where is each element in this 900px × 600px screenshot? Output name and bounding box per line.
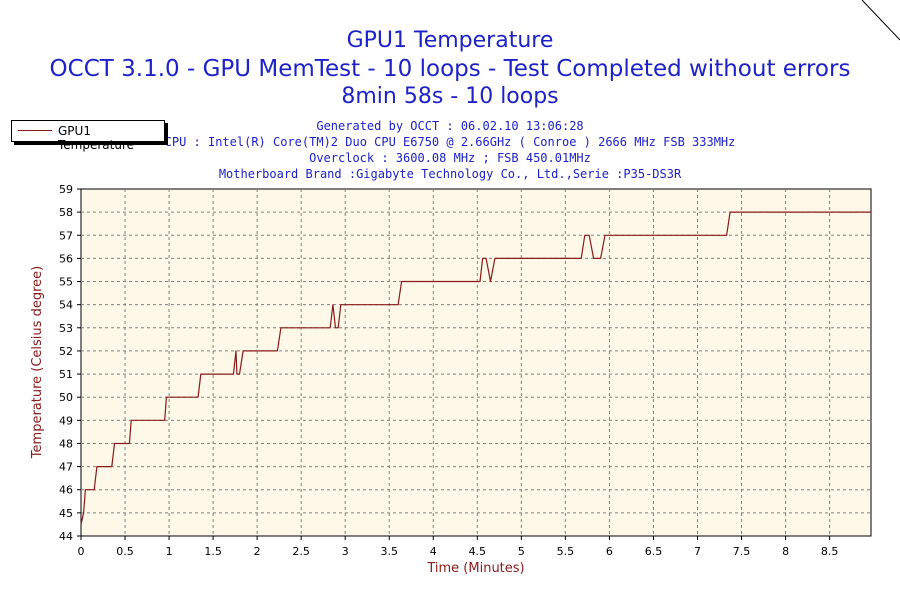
corner-mark [861,0,900,41]
x-axis-label: Time (Minutes) [426,561,524,576]
legend: GPU1 Temperature [11,120,165,152]
y-tick-label: 56 [59,252,73,265]
y-tick-label: 47 [59,461,73,474]
chart-title: GPU1 Temperature [346,28,554,53]
y-axis-label: Temperature (Celsius degree) [30,266,45,459]
x-tick-label: 6 [606,545,613,558]
x-tick-label: 1.5 [204,545,222,558]
x-tick-label: 8.5 [821,545,839,558]
legend-label: GPU1 Temperature [58,124,135,152]
chart-subtitle: OCCT 3.1.0 - GPU MemTest - 10 loops - Te… [49,56,851,82]
info-overclock: Overclock : 3600.08 MHz ; FSB 450.01MHz [309,151,591,165]
x-tick-label: 6.5 [645,545,663,558]
series-line-gpu1-temperature [80,211,871,525]
y-tick-label: 59 [59,183,73,196]
x-tick-label: 3.5 [380,545,398,558]
y-tick-label: 44 [59,530,73,543]
y-tick-label: 55 [59,276,73,289]
y-tick-label: 53 [59,322,73,335]
info-generated: Generated by OCCT : 06.02.10 13:06:28 [316,119,584,133]
x-tick-label: 3 [342,545,349,558]
y-axis: 44 45 46 47 48 49 50 51 52 53 54 55 56 57 58 59 [59,183,81,543]
info-motherboard: Motherboard Brand :Gigabyte Technology C… [218,167,682,181]
legend-swatch [18,130,52,131]
series-group [80,211,871,525]
x-tick-label: 1 [166,545,173,558]
y-tick-label: 45 [59,507,73,520]
y-tick-label: 54 [59,299,73,312]
chart-subtitle-duration: 8min 58s - 10 loops [341,84,559,109]
plot-area [80,188,872,537]
y-tick-label: 52 [59,345,73,358]
x-tick-label: 2 [254,545,261,558]
y-tick-label: 46 [59,484,73,497]
y-tick-label: 49 [59,414,73,427]
y-tick-label: 48 [59,437,73,450]
y-tick-label: 57 [59,229,73,242]
grid [81,189,871,536]
x-tick-label: 7 [694,545,701,558]
x-tick-label: 0.5 [116,545,134,558]
x-tick-label: 2.5 [292,545,310,558]
x-tick-label: 0 [78,545,85,558]
x-tick-label: 4.5 [469,545,487,558]
info-cpu: CPU : Intel(R) Core(TM)2 Duo CPU E6750 @… [164,135,736,149]
x-tick-label: 7.5 [733,545,751,558]
x-tick-label: 4 [430,545,437,558]
y-tick-label: 58 [59,206,73,219]
x-tick-label: 8 [782,545,789,558]
x-tick-label: 5 [518,545,525,558]
x-tick-label: 5.5 [557,545,575,558]
y-tick-label: 50 [59,391,73,404]
x-axis: 0 0.5 1 1.5 2 2.5 3 3.5 4 4.5 5 5.5 6 6.5 7 7.5 8 8.5 [78,536,839,558]
y-tick-label: 51 [59,368,73,381]
